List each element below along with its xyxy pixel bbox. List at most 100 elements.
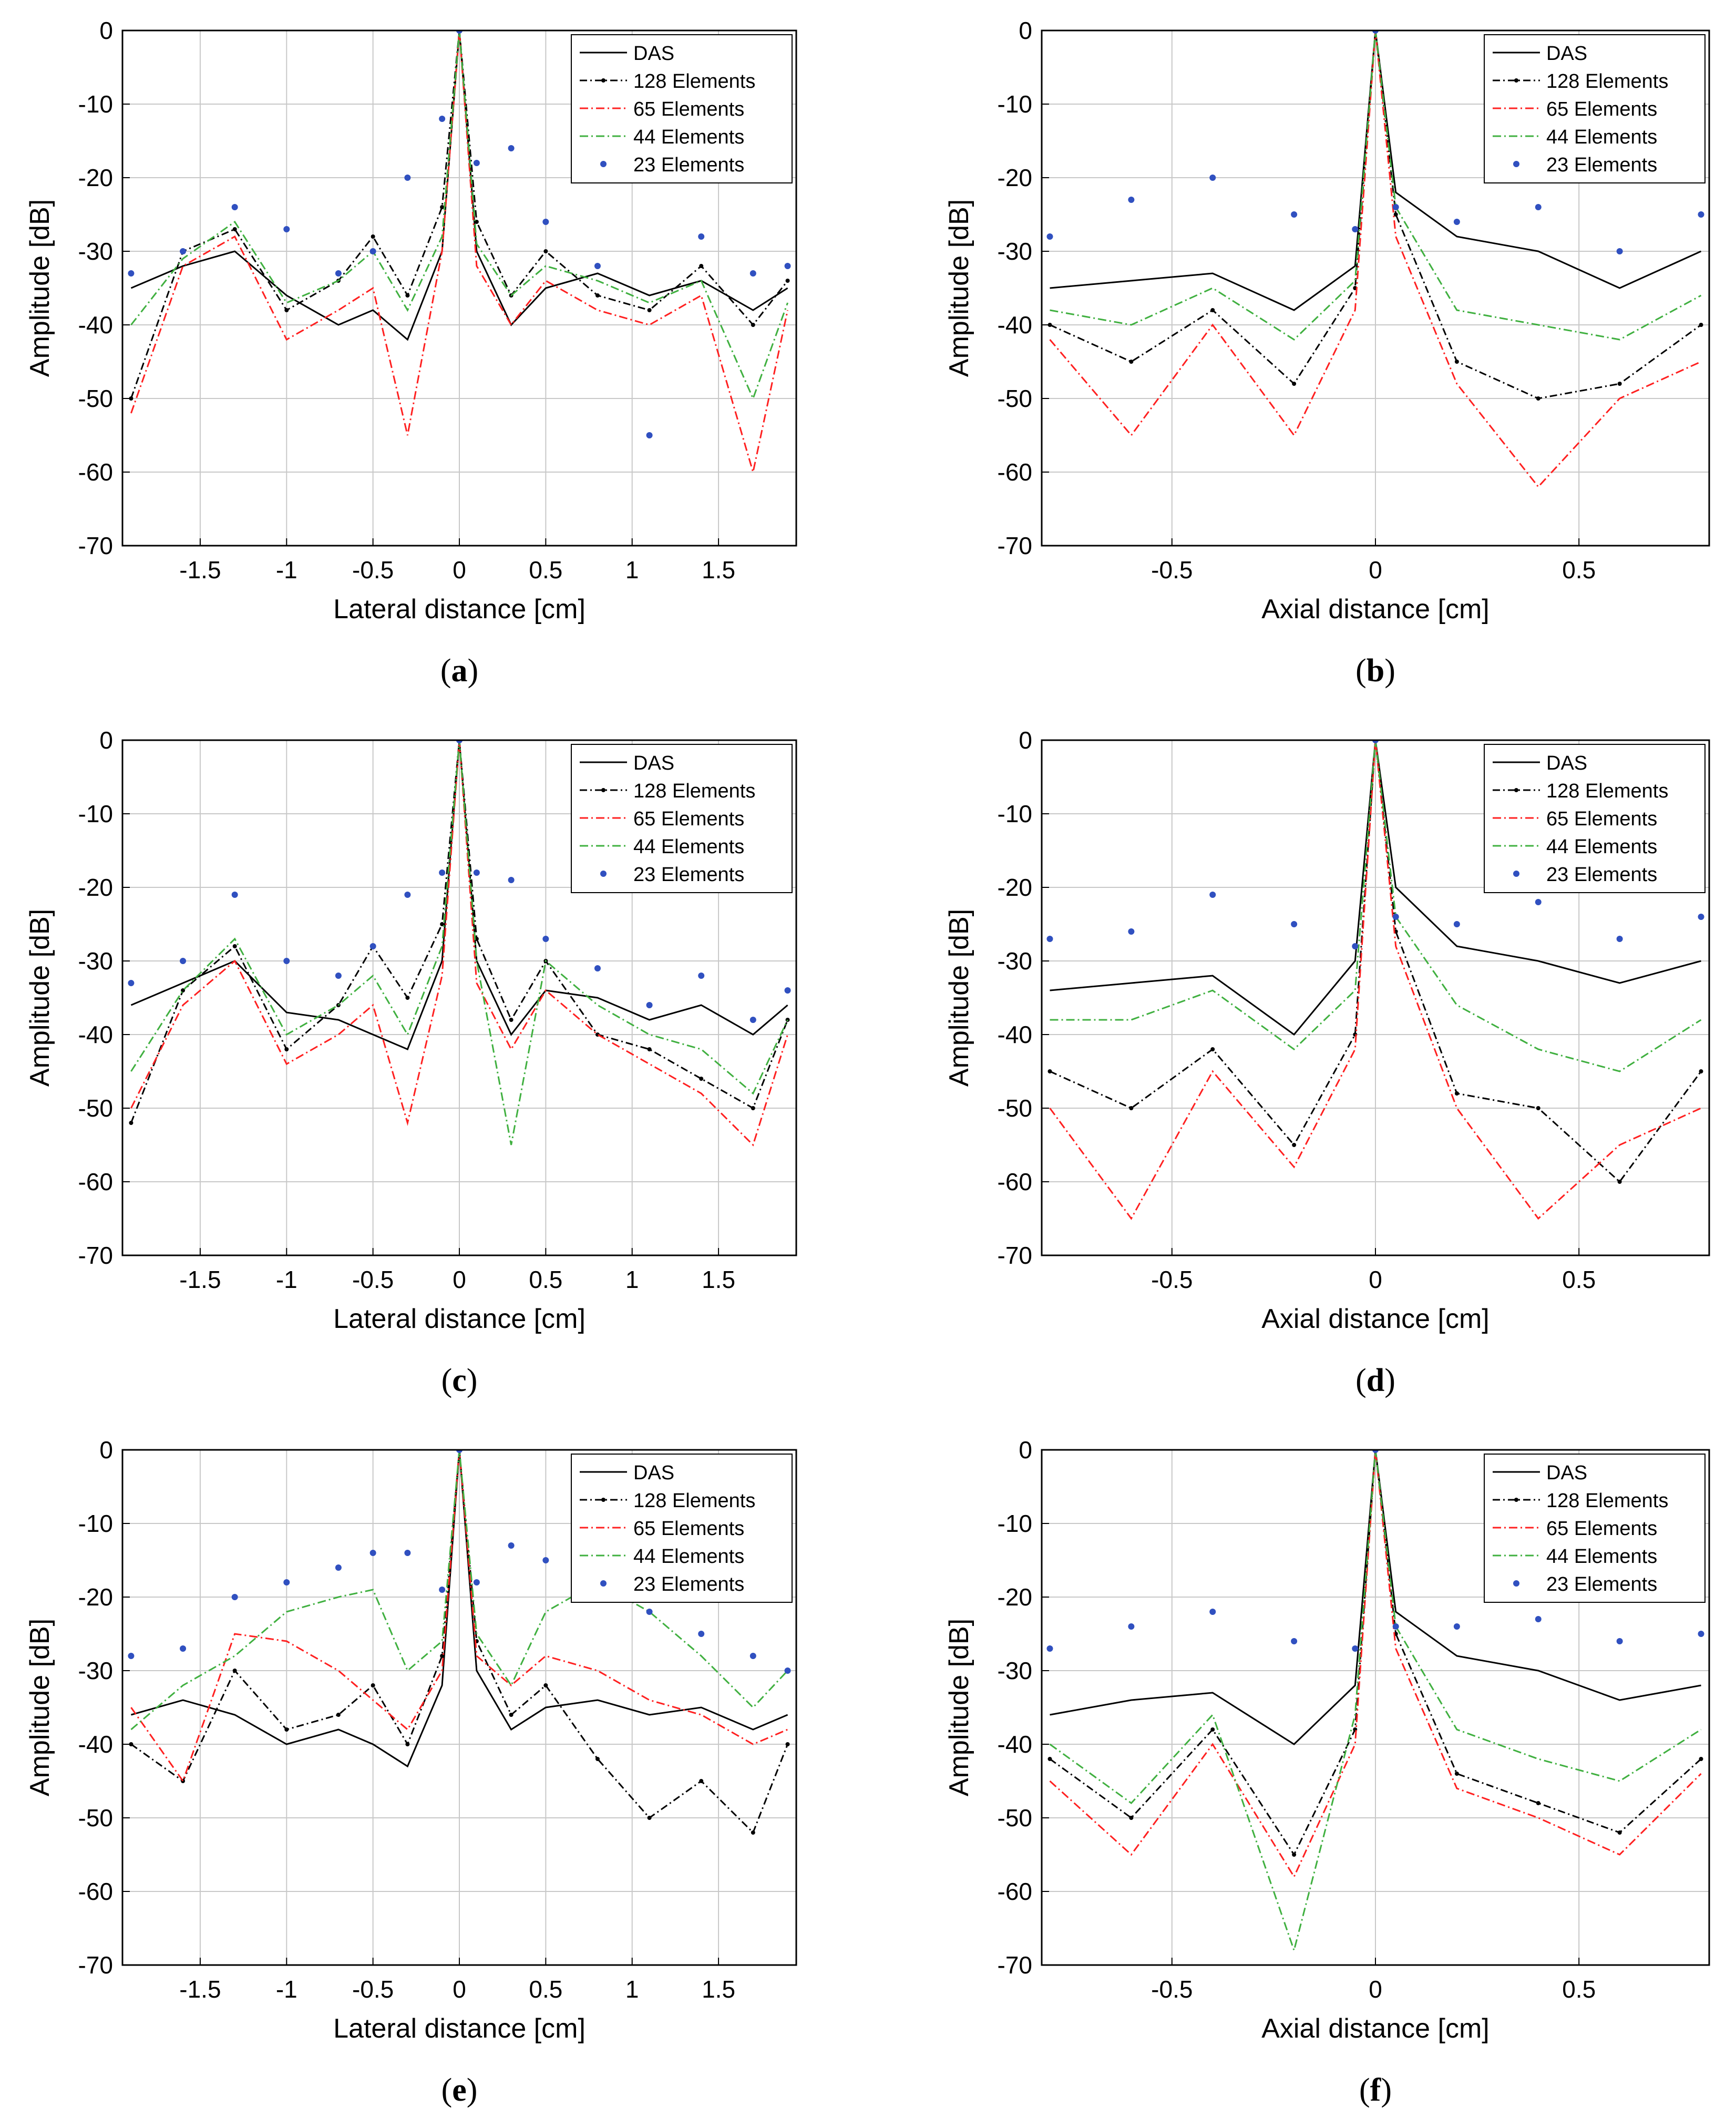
data-point [1698, 914, 1704, 920]
data-point [369, 943, 376, 949]
data-point [647, 1816, 652, 1820]
legend-entry-label: 65 Elements [633, 1518, 744, 1540]
series-line-das [1050, 740, 1701, 1036]
legend-entry-label: DAS [1546, 752, 1587, 774]
legend-entry-label: 23 Elements [633, 864, 744, 886]
y-tick-label: -60 [78, 1878, 113, 1905]
legend-swatch-marker [1514, 788, 1518, 792]
data-point [439, 116, 446, 122]
chart-panel-1: -1.5 -1 -0.5 0 0.5 1 1.5 0 -10 -20 -30 -40 -50 -60 -70… [25, 17, 797, 689]
data-point [474, 220, 479, 224]
data-point [1616, 1638, 1623, 1644]
data-point [1291, 211, 1298, 218]
legend-entry-label: 23 Elements [1546, 864, 1657, 886]
legend-swatch-marker [1514, 1498, 1518, 1502]
data-point [699, 264, 704, 268]
series-line-65-elements [130, 30, 789, 473]
y-tick-label: -30 [998, 1657, 1032, 1684]
data-point [1699, 1069, 1703, 1073]
data-point [1536, 1106, 1540, 1110]
data-point [699, 1779, 704, 1783]
y-tick-label: -60 [78, 458, 113, 486]
y-tick-label: 0 [99, 1436, 113, 1464]
data-point [751, 1830, 755, 1835]
legend: DAS 128 Elements 65 Elements 44 Elements 23 … [1484, 744, 1706, 893]
legend-entry-label: DAS [1546, 1462, 1587, 1484]
data-point [1047, 1069, 1052, 1073]
data-point [180, 248, 187, 254]
data-point [595, 293, 600, 298]
y-tick-label: -30 [78, 238, 113, 265]
x-tick-label: -1 [276, 1976, 297, 2003]
y-axis-label: Amplitude [dB] [25, 909, 55, 1087]
legend: DAS 128 Elements 65 Elements 44 Elements 23 … [571, 1454, 793, 1603]
data-point [1536, 396, 1540, 401]
legend-entry-label: 23 Elements [633, 154, 744, 176]
x-tick-label: -1.5 [179, 1976, 221, 2003]
series-line-das [1050, 1450, 1701, 1745]
y-tick-label: -70 [998, 1242, 1032, 1269]
series-group [128, 740, 791, 1147]
data-point [1352, 226, 1359, 232]
y-axis-label: Amplitude [dB] [25, 1619, 55, 1796]
y-tick-label: -60 [998, 458, 1032, 486]
data-point [440, 1654, 445, 1658]
panel-label: (e) [441, 2072, 478, 2108]
data-point [1047, 323, 1052, 327]
x-tick-label: -0.5 [1151, 556, 1193, 584]
y-tick-label: -70 [78, 1242, 113, 1269]
legend: DAS 128 Elements 65 Elements 44 Elements 23 … [1484, 34, 1706, 183]
data-point [405, 1742, 410, 1746]
series-line-128-elements [1049, 740, 1702, 1183]
data-point [1292, 1853, 1297, 1857]
legend-swatch-marker [601, 78, 605, 83]
data-point [698, 1631, 705, 1637]
y-tick-label: -50 [998, 385, 1032, 412]
data-point [336, 1713, 341, 1717]
x-tick-label: -1 [276, 1266, 297, 1293]
legend-entry-label: 128 Elements [1546, 780, 1668, 802]
x-tick-label: 0 [453, 1266, 466, 1293]
legend-entry-label: 128 Elements [1546, 70, 1668, 93]
series-line-65-elements [1049, 740, 1702, 1220]
data-point [1699, 1757, 1703, 1761]
y-tick-label: -50 [998, 1804, 1032, 1832]
series-group [128, 30, 791, 473]
x-tick-label: 0 [1369, 556, 1382, 584]
data-point [1616, 936, 1623, 942]
data-point [404, 892, 411, 898]
series-group [1046, 740, 1704, 1220]
legend-entry-label: 44 Elements [633, 1546, 744, 1568]
legend-swatch-marker [1513, 161, 1519, 167]
y-tick-label: -20 [998, 874, 1032, 901]
x-axis-label: Axial distance [cm] [1261, 1304, 1490, 1334]
data-point [784, 1667, 791, 1674]
y-tick-label: -10 [78, 90, 113, 118]
series-line-128-elements [1049, 30, 1702, 400]
y-axis-label: Amplitude [dB] [25, 199, 55, 377]
x-tick-label: 0 [453, 556, 466, 584]
data-point [1535, 899, 1542, 905]
x-tick-label: 0.5 [1562, 1976, 1596, 2003]
y-tick-label: -30 [998, 238, 1032, 265]
data-point [128, 270, 135, 277]
y-tick-label: -20 [998, 164, 1032, 191]
data-point [283, 1579, 290, 1585]
data-point [371, 234, 375, 239]
legend: DAS 128 Elements 65 Elements 44 Elements 23 … [1484, 1454, 1706, 1603]
y-tick-label: -10 [78, 1510, 113, 1537]
data-point [284, 1047, 289, 1051]
legend-entry-label: 65 Elements [1546, 98, 1657, 120]
data-point [543, 249, 548, 253]
data-point [284, 1727, 289, 1732]
data-point [647, 308, 652, 312]
legend-swatch-marker [600, 161, 607, 167]
data-point [231, 892, 238, 898]
legend-entry-label: 44 Elements [633, 126, 744, 148]
data-point [232, 227, 237, 231]
data-point [646, 1609, 653, 1615]
x-tick-label: 0.5 [529, 1266, 562, 1293]
series-group [1046, 30, 1704, 488]
y-tick-label: -10 [998, 1510, 1032, 1537]
